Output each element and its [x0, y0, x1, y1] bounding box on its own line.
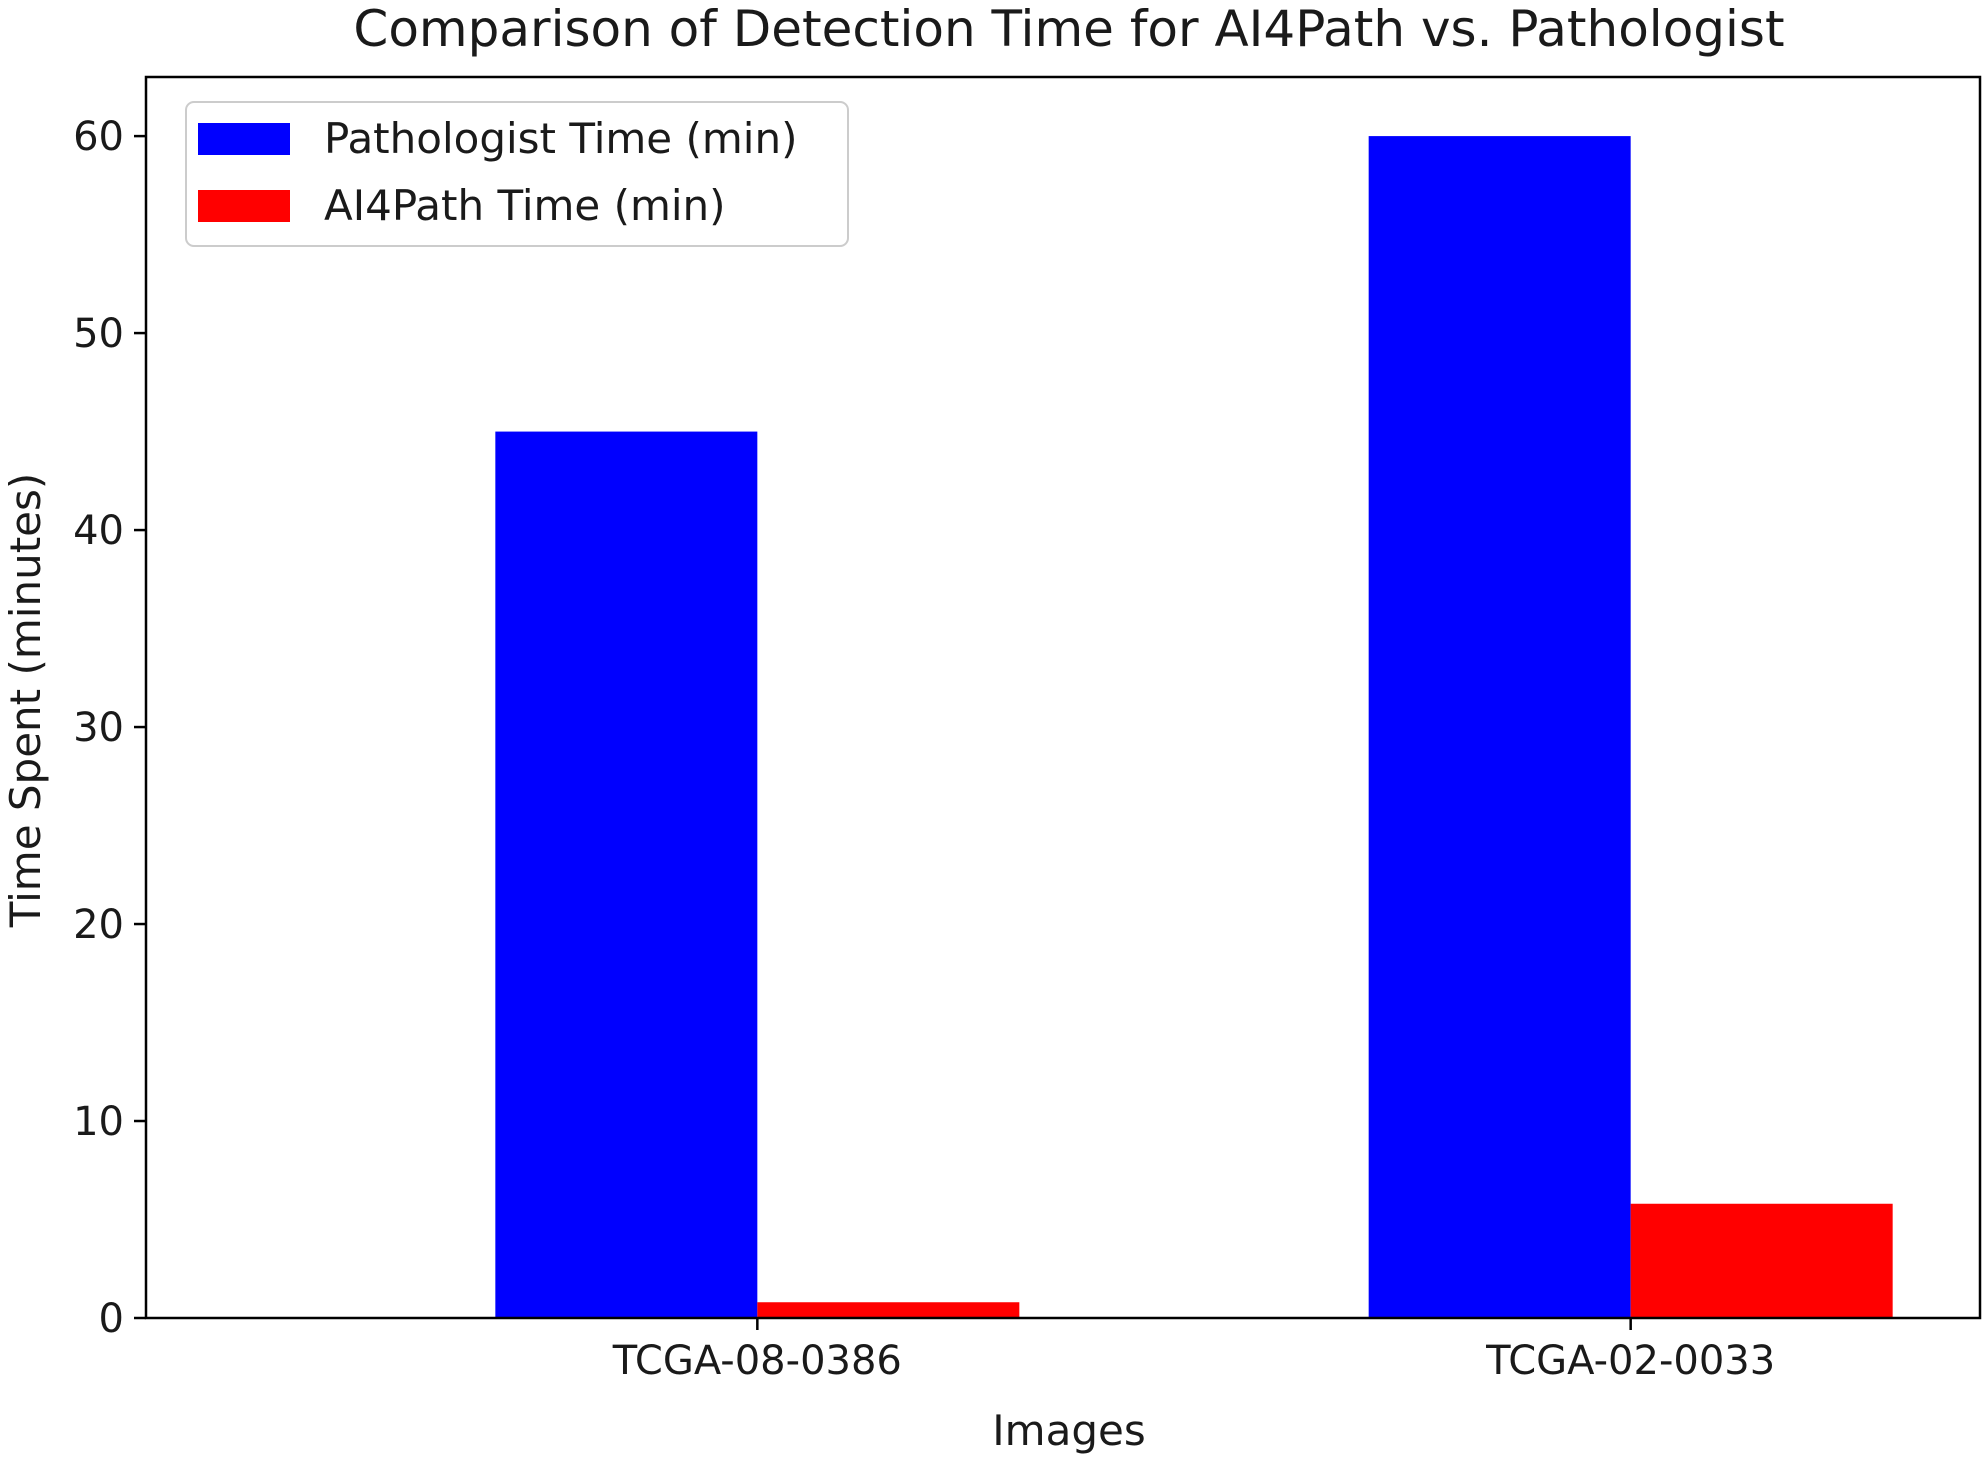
bars [495, 136, 1893, 1319]
legend-label-ai4path: AI4Path Time (min) [324, 181, 726, 230]
legend: Pathologist Time (min) AI4Path Time (min… [185, 101, 849, 247]
x-axis-label: Images [992, 1406, 1145, 1455]
y-tick-label: 50 [73, 311, 124, 357]
x-axis-ticks: TCGA-08-0386 TCGA-02-0033 [612, 1318, 1775, 1384]
y-tick-label: 40 [73, 508, 124, 554]
bar-ai4path-tcga-02-0033 [1630, 1203, 1893, 1318]
y-tick-label: 10 [73, 1099, 124, 1145]
y-axis-label: Time Spent (minutes) [1, 473, 50, 929]
chart-title: Comparison of Detection Time for AI4Path… [353, 0, 1784, 58]
y-axis-ticks: 0 10 20 30 40 50 60 [73, 114, 146, 1342]
y-tick-label: 0 [99, 1296, 124, 1342]
bar-pathologist-tcga-08-0386 [495, 431, 758, 1319]
y-tick-label: 20 [73, 902, 124, 948]
y-tick-label: 60 [73, 114, 124, 160]
legend-label-pathologist: Pathologist Time (min) [324, 114, 797, 163]
x-tick-label: TCGA-08-0386 [612, 1338, 902, 1384]
y-tick-label: 30 [73, 705, 124, 751]
bar-ai4path-tcga-08-0386 [757, 1302, 1020, 1318]
plot-area-frame [144, 75, 1982, 1320]
legend-box [185, 101, 849, 247]
bar-pathologist-tcga-02-0033 [1368, 136, 1631, 1319]
legend-swatch-pathologist [198, 123, 290, 155]
legend-swatch-ai4path [198, 190, 290, 222]
x-tick-label: TCGA-02-0033 [1485, 1338, 1775, 1384]
